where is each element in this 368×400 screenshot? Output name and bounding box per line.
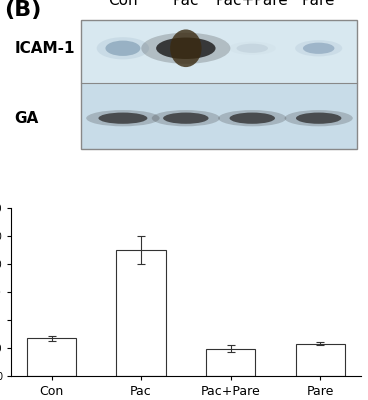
Ellipse shape <box>86 110 160 126</box>
Ellipse shape <box>296 112 342 124</box>
Ellipse shape <box>237 44 268 53</box>
Ellipse shape <box>105 41 140 56</box>
Text: Con: Con <box>108 0 138 8</box>
Ellipse shape <box>303 43 335 54</box>
Bar <box>81 20 357 149</box>
Ellipse shape <box>295 40 342 56</box>
Bar <box>296 344 345 376</box>
Text: (B): (B) <box>4 0 42 20</box>
Text: Pac+Pare: Pac+Pare <box>216 0 289 8</box>
Ellipse shape <box>97 37 149 59</box>
Ellipse shape <box>218 110 286 126</box>
Ellipse shape <box>156 38 216 59</box>
Ellipse shape <box>230 112 275 124</box>
Ellipse shape <box>163 112 209 124</box>
Bar <box>81 83 357 149</box>
Ellipse shape <box>170 30 202 67</box>
Bar <box>116 250 166 376</box>
Bar <box>206 348 255 376</box>
Ellipse shape <box>141 33 230 64</box>
Ellipse shape <box>98 112 147 124</box>
Ellipse shape <box>284 110 353 126</box>
Text: GA: GA <box>14 111 39 126</box>
Text: ICAM-1: ICAM-1 <box>14 41 75 56</box>
Bar <box>81 20 357 83</box>
Text: Pare: Pare <box>302 0 336 8</box>
Bar <box>27 338 76 376</box>
Ellipse shape <box>152 110 220 126</box>
Text: Pac: Pac <box>173 0 199 8</box>
